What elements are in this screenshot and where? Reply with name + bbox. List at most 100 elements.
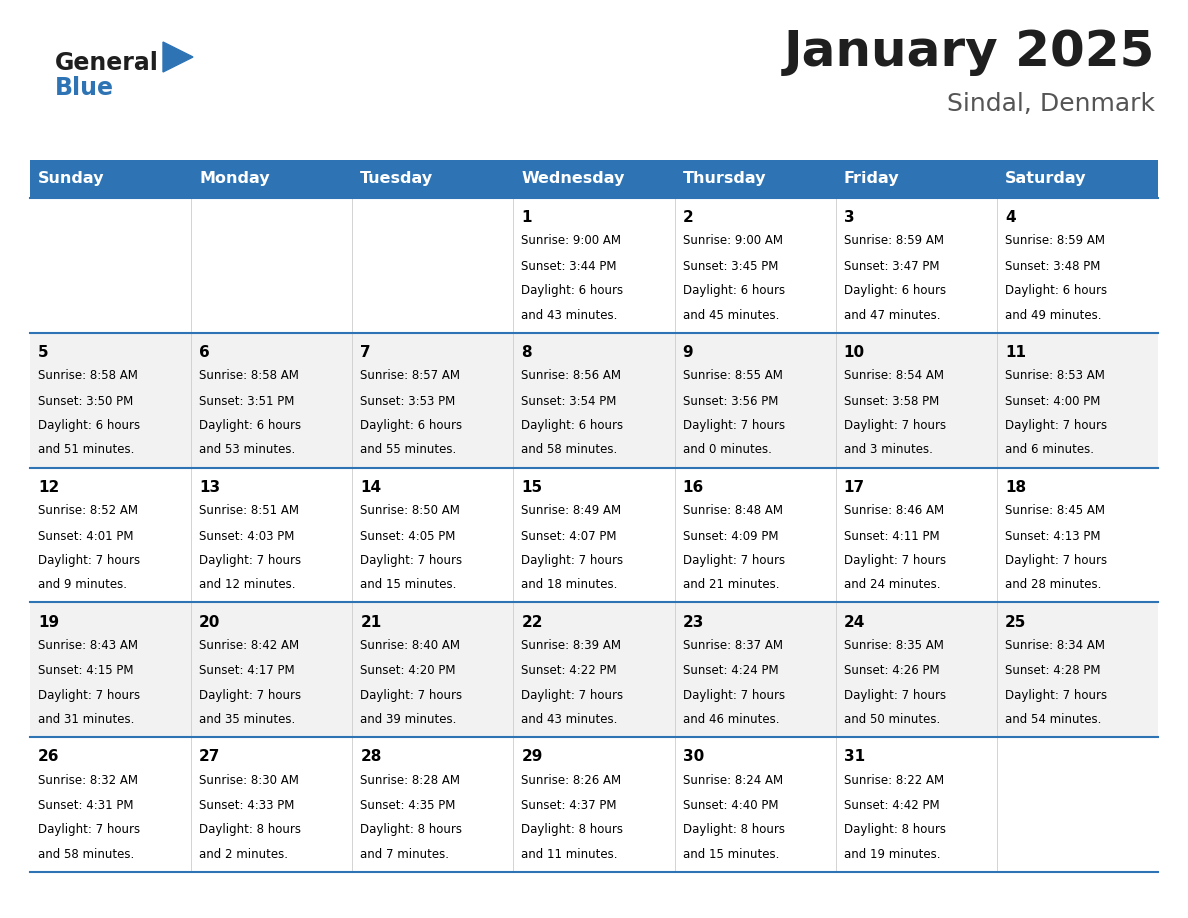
- Text: 21: 21: [360, 614, 381, 630]
- Text: Daylight: 7 hours: Daylight: 7 hours: [683, 420, 785, 432]
- Text: Sunset: 4:09 PM: Sunset: 4:09 PM: [683, 530, 778, 543]
- Text: 25: 25: [1005, 614, 1026, 630]
- Text: Daylight: 6 hours: Daylight: 6 hours: [683, 285, 785, 297]
- Text: Sunset: 4:01 PM: Sunset: 4:01 PM: [38, 530, 133, 543]
- Text: Daylight: 7 hours: Daylight: 7 hours: [683, 554, 785, 567]
- Text: 11: 11: [1005, 345, 1026, 360]
- Text: and 54 minutes.: and 54 minutes.: [1005, 713, 1101, 726]
- Text: Sunrise: 8:24 AM: Sunrise: 8:24 AM: [683, 774, 783, 787]
- Text: Sunrise: 8:59 AM: Sunrise: 8:59 AM: [1005, 234, 1105, 247]
- Text: Sunset: 4:22 PM: Sunset: 4:22 PM: [522, 665, 617, 677]
- Text: 10: 10: [843, 345, 865, 360]
- Text: 15: 15: [522, 480, 543, 495]
- Text: 4: 4: [1005, 210, 1016, 225]
- Text: and 15 minutes.: and 15 minutes.: [683, 847, 779, 861]
- Text: Daylight: 6 hours: Daylight: 6 hours: [38, 420, 140, 432]
- Text: Daylight: 8 hours: Daylight: 8 hours: [522, 823, 624, 836]
- Text: 1: 1: [522, 210, 532, 225]
- Text: Sunset: 3:44 PM: Sunset: 3:44 PM: [522, 260, 617, 273]
- Text: Sunset: 4:00 PM: Sunset: 4:00 PM: [1005, 395, 1100, 408]
- Text: and 50 minutes.: and 50 minutes.: [843, 713, 940, 726]
- Text: Daylight: 6 hours: Daylight: 6 hours: [522, 285, 624, 297]
- Text: Sunset: 4:17 PM: Sunset: 4:17 PM: [200, 665, 295, 677]
- Text: Sunrise: 8:53 AM: Sunrise: 8:53 AM: [1005, 369, 1105, 382]
- Text: Sunset: 4:35 PM: Sunset: 4:35 PM: [360, 800, 456, 812]
- Text: and 39 minutes.: and 39 minutes.: [360, 713, 456, 726]
- Text: 3: 3: [843, 210, 854, 225]
- Text: and 46 minutes.: and 46 minutes.: [683, 713, 779, 726]
- Text: and 11 minutes.: and 11 minutes.: [522, 847, 618, 861]
- Text: Sunday: Sunday: [38, 172, 105, 186]
- Text: Daylight: 7 hours: Daylight: 7 hours: [843, 554, 946, 567]
- Text: Daylight: 7 hours: Daylight: 7 hours: [200, 688, 302, 701]
- Text: Daylight: 7 hours: Daylight: 7 hours: [38, 554, 140, 567]
- Text: 12: 12: [38, 480, 59, 495]
- Text: Sunrise: 9:00 AM: Sunrise: 9:00 AM: [683, 234, 783, 247]
- Text: and 51 minutes.: and 51 minutes.: [38, 443, 134, 456]
- Text: Sunrise: 8:59 AM: Sunrise: 8:59 AM: [843, 234, 943, 247]
- Text: and 35 minutes.: and 35 minutes.: [200, 713, 296, 726]
- Text: and 19 minutes.: and 19 minutes.: [843, 847, 940, 861]
- Text: Sunset: 4:26 PM: Sunset: 4:26 PM: [843, 665, 940, 677]
- Text: Sunrise: 8:49 AM: Sunrise: 8:49 AM: [522, 504, 621, 517]
- Text: Sunset: 4:31 PM: Sunset: 4:31 PM: [38, 800, 133, 812]
- Text: Daylight: 8 hours: Daylight: 8 hours: [200, 823, 302, 836]
- Text: Wednesday: Wednesday: [522, 172, 625, 186]
- Text: and 58 minutes.: and 58 minutes.: [38, 847, 134, 861]
- Text: Sunset: 4:40 PM: Sunset: 4:40 PM: [683, 800, 778, 812]
- Text: and 43 minutes.: and 43 minutes.: [522, 308, 618, 321]
- Text: Sunrise: 8:55 AM: Sunrise: 8:55 AM: [683, 369, 783, 382]
- Text: Sunset: 4:20 PM: Sunset: 4:20 PM: [360, 665, 456, 677]
- Polygon shape: [163, 42, 192, 72]
- Text: Sunset: 3:48 PM: Sunset: 3:48 PM: [1005, 260, 1100, 273]
- Text: Sunset: 3:58 PM: Sunset: 3:58 PM: [843, 395, 939, 408]
- Text: 30: 30: [683, 749, 703, 765]
- Text: 28: 28: [360, 749, 381, 765]
- Text: Sunset: 4:15 PM: Sunset: 4:15 PM: [38, 665, 133, 677]
- Text: Sunrise: 8:51 AM: Sunrise: 8:51 AM: [200, 504, 299, 517]
- Text: Thursday: Thursday: [683, 172, 766, 186]
- Text: Daylight: 7 hours: Daylight: 7 hours: [360, 688, 462, 701]
- Text: Sunrise: 8:58 AM: Sunrise: 8:58 AM: [200, 369, 299, 382]
- Text: Sunrise: 9:00 AM: Sunrise: 9:00 AM: [522, 234, 621, 247]
- Text: Daylight: 6 hours: Daylight: 6 hours: [843, 285, 946, 297]
- Text: Sunrise: 8:46 AM: Sunrise: 8:46 AM: [843, 504, 944, 517]
- Text: Sunset: 3:54 PM: Sunset: 3:54 PM: [522, 395, 617, 408]
- Bar: [30, 602, 1158, 737]
- Text: Daylight: 6 hours: Daylight: 6 hours: [200, 420, 302, 432]
- Text: Sunrise: 8:42 AM: Sunrise: 8:42 AM: [200, 639, 299, 652]
- Text: Sunset: 4:07 PM: Sunset: 4:07 PM: [522, 530, 617, 543]
- Text: 8: 8: [522, 345, 532, 360]
- Text: and 6 minutes.: and 6 minutes.: [1005, 443, 1094, 456]
- Text: Sunrise: 8:40 AM: Sunrise: 8:40 AM: [360, 639, 460, 652]
- Text: 19: 19: [38, 614, 59, 630]
- Text: Sunset: 3:53 PM: Sunset: 3:53 PM: [360, 395, 455, 408]
- Text: and 7 minutes.: and 7 minutes.: [360, 847, 449, 861]
- Text: and 15 minutes.: and 15 minutes.: [360, 578, 456, 591]
- Text: Daylight: 7 hours: Daylight: 7 hours: [200, 554, 302, 567]
- Text: January 2025: January 2025: [784, 28, 1155, 76]
- Text: Friday: Friday: [843, 172, 899, 186]
- Text: Sunrise: 8:32 AM: Sunrise: 8:32 AM: [38, 774, 138, 787]
- Text: and 49 minutes.: and 49 minutes.: [1005, 308, 1101, 321]
- Text: 16: 16: [683, 480, 703, 495]
- Text: Daylight: 7 hours: Daylight: 7 hours: [522, 688, 624, 701]
- Text: Sunrise: 8:57 AM: Sunrise: 8:57 AM: [360, 369, 460, 382]
- Text: Sunset: 3:50 PM: Sunset: 3:50 PM: [38, 395, 133, 408]
- Text: Sunset: 4:42 PM: Sunset: 4:42 PM: [843, 800, 940, 812]
- Text: and 45 minutes.: and 45 minutes.: [683, 308, 779, 321]
- Text: Daylight: 6 hours: Daylight: 6 hours: [1005, 285, 1107, 297]
- Text: Sunset: 3:56 PM: Sunset: 3:56 PM: [683, 395, 778, 408]
- Text: Sunset: 3:51 PM: Sunset: 3:51 PM: [200, 395, 295, 408]
- Text: Daylight: 7 hours: Daylight: 7 hours: [1005, 554, 1107, 567]
- Text: Sunrise: 8:28 AM: Sunrise: 8:28 AM: [360, 774, 460, 787]
- Text: Sunrise: 8:48 AM: Sunrise: 8:48 AM: [683, 504, 783, 517]
- Text: Sunrise: 8:45 AM: Sunrise: 8:45 AM: [1005, 504, 1105, 517]
- Text: Daylight: 7 hours: Daylight: 7 hours: [522, 554, 624, 567]
- Text: Daylight: 7 hours: Daylight: 7 hours: [38, 688, 140, 701]
- Text: Sunrise: 8:56 AM: Sunrise: 8:56 AM: [522, 369, 621, 382]
- Text: and 24 minutes.: and 24 minutes.: [843, 578, 940, 591]
- Bar: [30, 467, 1158, 602]
- Text: Daylight: 8 hours: Daylight: 8 hours: [360, 823, 462, 836]
- Bar: [30, 737, 1158, 872]
